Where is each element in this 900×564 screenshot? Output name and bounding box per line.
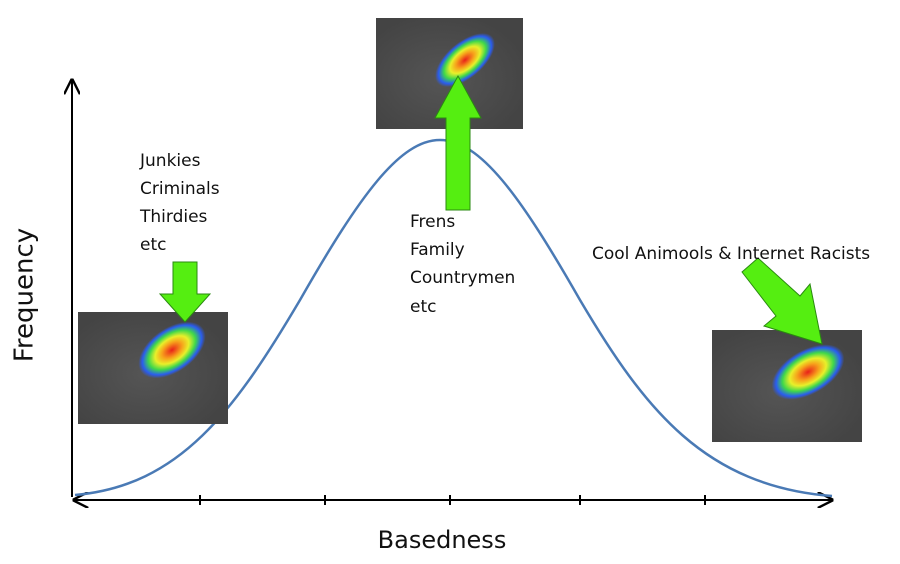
annotation-line: Frens — [410, 212, 455, 232]
annotation-line: Cool Animools & Internet Racists — [592, 244, 870, 264]
annotation-line: Thirdies — [139, 207, 208, 227]
annotation-line: Junkies — [139, 151, 201, 171]
heatmap-right — [712, 330, 862, 442]
annotation-line: etc — [140, 235, 166, 255]
annotation-line: Family — [410, 240, 465, 260]
x-axis-label: Basedness — [378, 526, 507, 554]
annotation-line: etc — [410, 297, 436, 317]
x-ticks — [199, 495, 706, 505]
arrow-center — [434, 74, 482, 211]
heatmap-left — [78, 312, 228, 424]
y-axis-label: Frequency — [10, 228, 40, 362]
annotation-line: Countrymen — [410, 268, 515, 288]
arrow-right — [741, 257, 823, 345]
annotation-line: Criminals — [140, 179, 220, 199]
arrow-left — [158, 261, 212, 323]
bell-curve — [74, 138, 833, 498]
